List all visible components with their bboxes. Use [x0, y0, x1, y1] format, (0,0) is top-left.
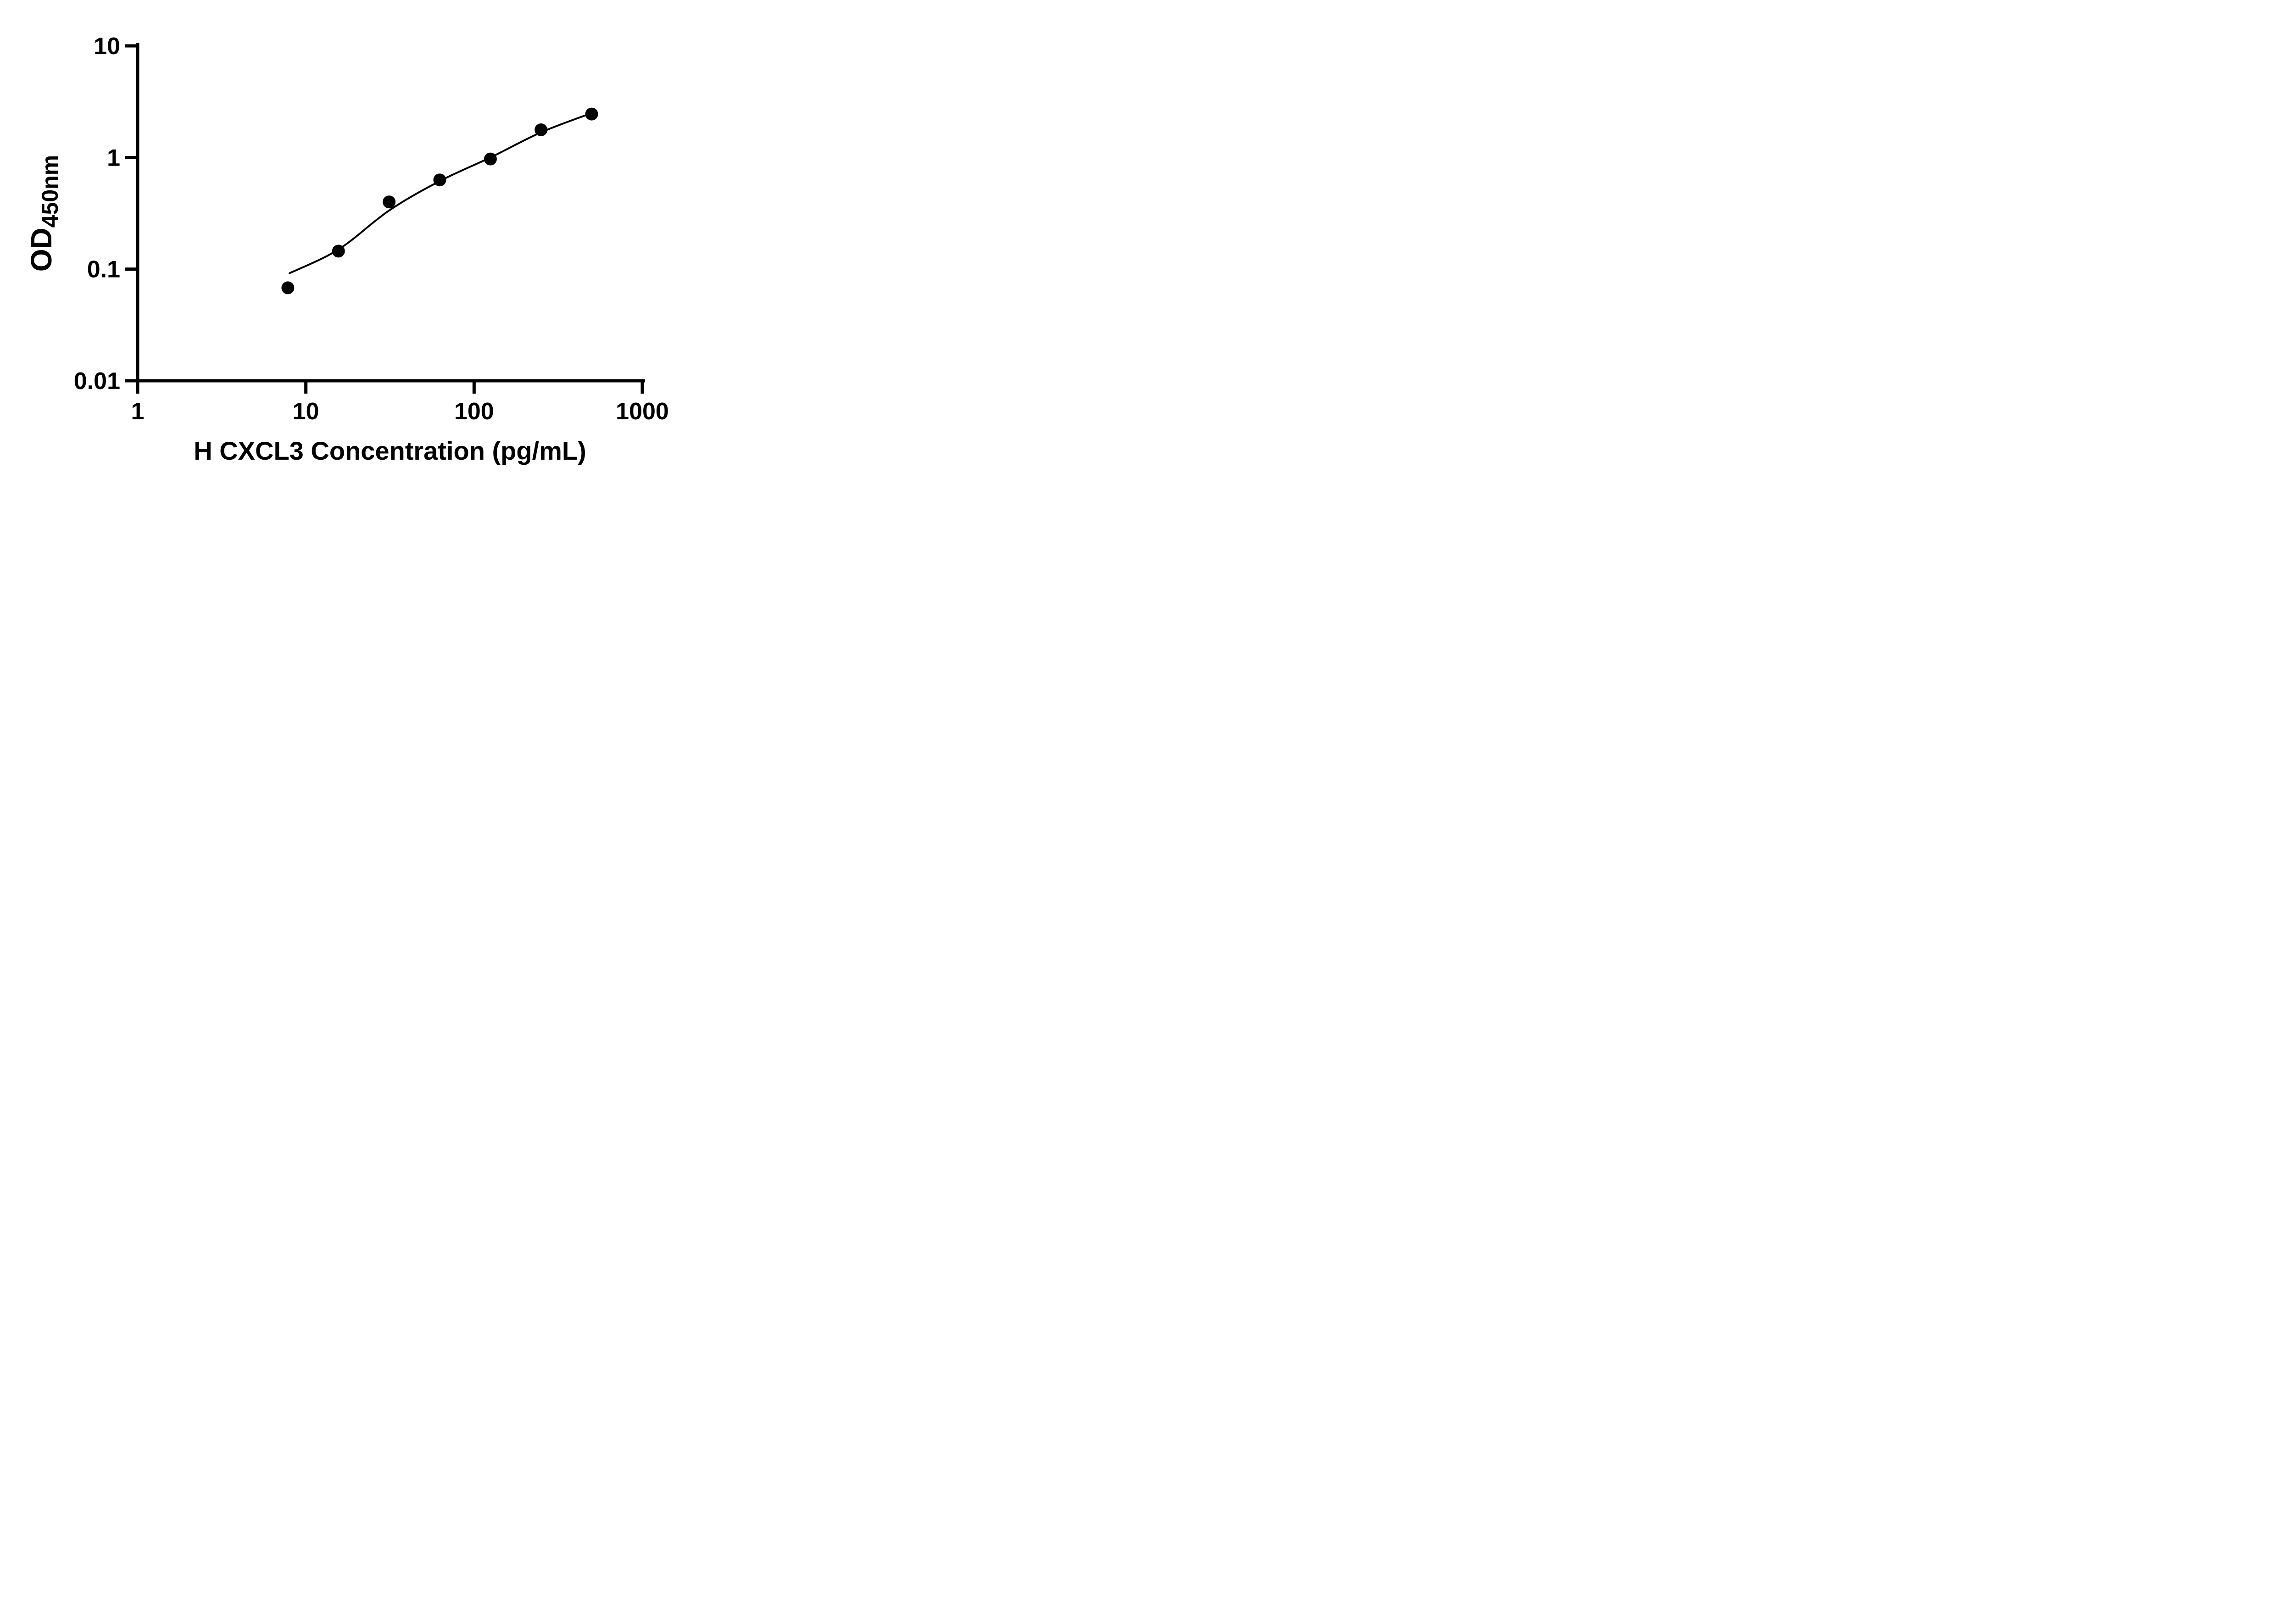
data-point	[433, 173, 446, 187]
data-point	[585, 107, 598, 121]
y-tick-label: 0.1	[87, 256, 120, 283]
data-point	[383, 195, 396, 209]
y-tick-label: 1	[107, 145, 120, 171]
y-axis-title: OD450nm	[25, 155, 63, 272]
x-tick-label: 1	[131, 398, 145, 425]
data-point	[484, 152, 497, 166]
y-axis-title-main: OD	[25, 228, 58, 272]
elisa-standard-curve-figure: 1 10 100 1000 0.01 0.1 1 10 H CXCL3 Concentratio…	[0, 0, 707, 487]
data-point	[535, 123, 548, 136]
x-tick-label: 1000	[616, 398, 669, 425]
y-tick-label: 10	[94, 33, 120, 60]
data-point	[281, 281, 295, 295]
y-tick-label: 0.01	[74, 368, 120, 395]
data-point	[332, 245, 345, 258]
y-axis-title-text: OD450nm	[25, 155, 63, 272]
x-axis-title: H CXCL3 Concentration (pg/mL)	[194, 436, 586, 465]
x-tick-label: 100	[454, 398, 494, 425]
x-tick-label: 10	[293, 398, 319, 425]
standard-curve-chart: 1 10 100 1000 0.01 0.1 1 10 H CXCL3 Concentratio…	[25, 33, 669, 465]
y-axis-title-subscript: 450nm	[37, 155, 63, 228]
